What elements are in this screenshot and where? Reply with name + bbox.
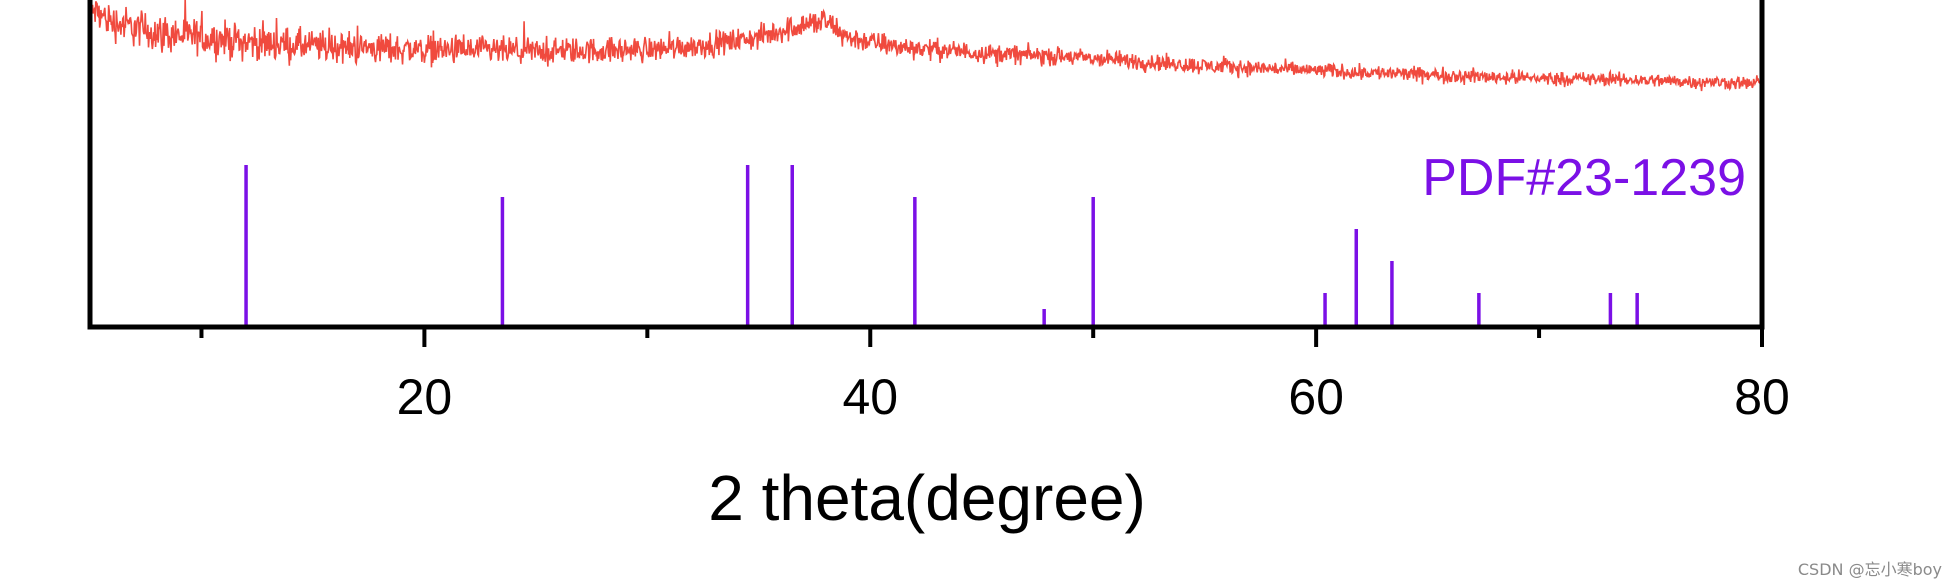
x-axis-tick-labels: 20 40 60 80 [397, 369, 1790, 425]
x-axis-ticks [199, 327, 1764, 347]
axes [87, 0, 1765, 330]
x-tick-label: 60 [1288, 369, 1344, 425]
xrd-pattern [89, 0, 1763, 92]
xrd-pattern-line [89, 0, 1763, 92]
x-tick-label: 40 [842, 369, 898, 425]
x-tick-label: 20 [397, 369, 453, 425]
x-tick-label: 80 [1734, 369, 1790, 425]
watermark: CSDN @忘小寒boy [1797, 560, 1942, 579]
reference-label: PDF#23-1239 [1422, 149, 1746, 207]
x-axis-title: 2 theta(degree) [708, 462, 1146, 534]
reference-pattern [244, 165, 1639, 325]
